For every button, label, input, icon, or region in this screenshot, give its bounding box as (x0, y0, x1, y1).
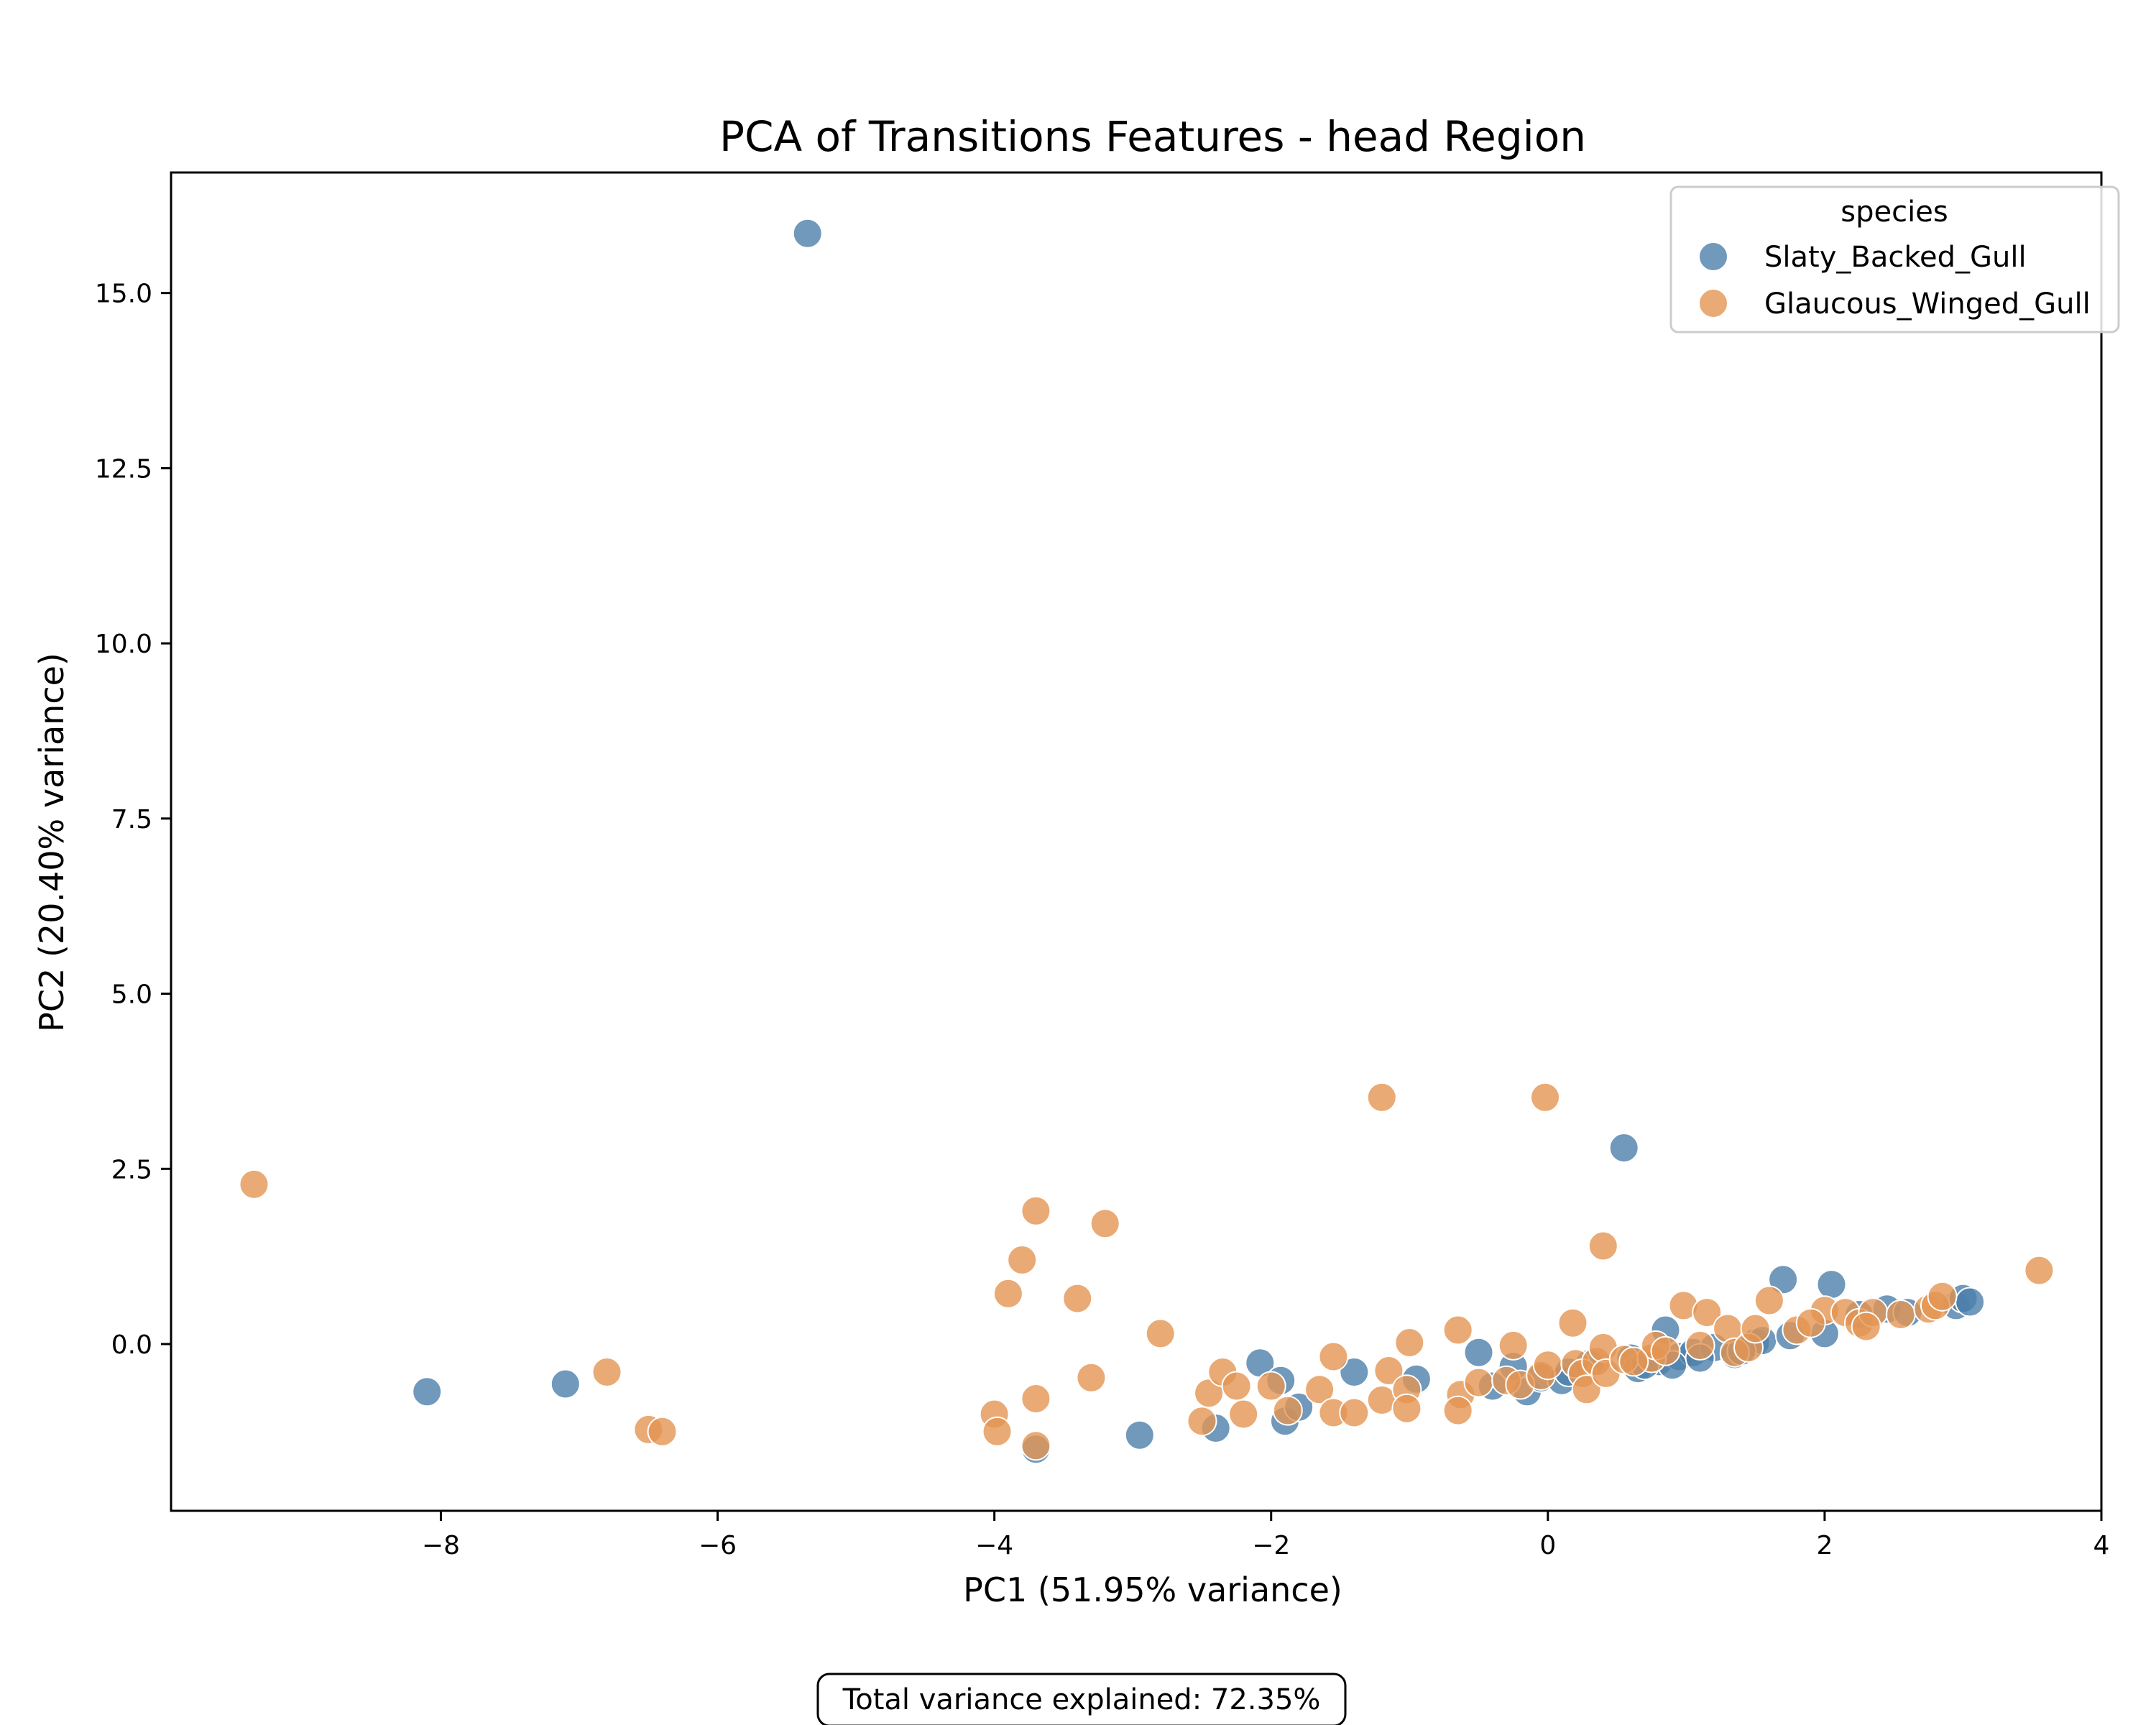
data-point-glaucous-winged-gull-41 (1532, 1350, 1563, 1381)
data-point-glaucous-winged-gull-6 (992, 1278, 1023, 1309)
y-tick-label: 12.5 (95, 454, 152, 484)
data-point-glaucous-winged-gull-9 (1021, 1384, 1051, 1414)
x-tick-label: −2 (1252, 1531, 1290, 1560)
legend-marker-slaty-backed-gull (1698, 242, 1728, 272)
y-tick-label: 2.5 (111, 1155, 152, 1184)
data-point-glaucous-winged-gull-20 (1256, 1371, 1286, 1402)
data-point-glaucous-winged-gull-73 (1795, 1307, 1826, 1338)
y-tick-label: 10.0 (95, 630, 152, 659)
data-point-glaucous-winged-gull-70 (1927, 1281, 1958, 1312)
data-point-glaucous-winged-gull-22 (1304, 1374, 1335, 1405)
data-point-glaucous-winged-gull-25 (1339, 1397, 1370, 1428)
data-point-slaty-backed-gull-12 (1463, 1337, 1494, 1368)
legend-label-slaty-backed-gull: Slaty_Backed_Gull (1764, 241, 2027, 274)
data-point-glaucous-winged-gull-1 (591, 1357, 622, 1387)
data-point-glaucous-winged-gull-55 (1685, 1330, 1715, 1361)
y-axis-label: PC2 (20.40% variance) (32, 653, 71, 1032)
data-point-slaty-backed-gull-1 (412, 1376, 443, 1407)
data-point-glaucous-winged-gull-61 (1754, 1285, 1784, 1316)
data-point-glaucous-winged-gull-23 (1318, 1341, 1349, 1372)
data-point-glaucous-winged-gull-67 (1885, 1300, 1916, 1330)
data-point-glaucous-winged-gull-34 (1442, 1395, 1473, 1426)
data-point-glaucous-winged-gull-32 (1442, 1315, 1473, 1346)
data-point-glaucous-winged-gull-26 (1366, 1082, 1397, 1113)
x-tick-label: −4 (975, 1531, 1013, 1560)
legend-box (1669, 185, 2120, 334)
data-point-glaucous-winged-gull-60 (1740, 1313, 1771, 1344)
data-point-glaucous-winged-gull-74 (1851, 1311, 1881, 1342)
data-point-glaucous-winged-gull-5 (982, 1416, 1013, 1447)
data-point-slaty-backed-gull-17 (1608, 1133, 1639, 1163)
data-point-glaucous-winged-gull-56 (1692, 1297, 1723, 1328)
x-tick-label: 4 (2093, 1531, 2110, 1560)
data-point-glaucous-winged-gull-53 (1650, 1335, 1681, 1366)
data-point-glaucous-winged-gull-0 (239, 1169, 270, 1200)
data-point-glaucous-winged-gull-11 (1062, 1283, 1093, 1314)
y-tick-label: 7.5 (111, 805, 152, 834)
data-point-glaucous-winged-gull-37 (1498, 1330, 1529, 1361)
data-point-glaucous-winged-gull-47 (1588, 1230, 1618, 1261)
data-point-glaucous-winged-gull-30 (1394, 1328, 1425, 1358)
data-point-glaucous-winged-gull-3 (647, 1416, 678, 1447)
y-axis: 0.0 2.5 5.0 7.5 10.0 12.5 15.0 (95, 280, 171, 1360)
data-point-slaty-backed-gull-10 (1339, 1357, 1370, 1387)
x-tick-label: 2 (1816, 1531, 1833, 1560)
data-point-glaucous-winged-gull-19 (1228, 1399, 1259, 1430)
data-point-glaucous-winged-gull-31 (1391, 1393, 1422, 1424)
data-point-glaucous-winged-gull-21 (1272, 1395, 1303, 1426)
data-point-glaucous-winged-gull-45 (1571, 1374, 1602, 1405)
data-point-glaucous-winged-gull-18 (1221, 1371, 1252, 1402)
data-point-glaucous-winged-gull-10 (1021, 1430, 1051, 1461)
data-point-slaty-backed-gull-0 (792, 218, 823, 249)
data-point-glaucous-winged-gull-8 (1021, 1195, 1051, 1226)
x-tick-label: −6 (699, 1531, 737, 1560)
legend-label-glaucous-winged-gull: Glaucous_Winged_Gull (1764, 288, 2091, 321)
data-point-glaucous-winged-gull-40 (1530, 1082, 1560, 1113)
legend-marker-glaucous-winged-gull (1698, 288, 1728, 318)
plot-frame (170, 171, 2103, 1512)
data-point-glaucous-winged-gull-13 (1089, 1208, 1120, 1239)
data-point-glaucous-winged-gull-72 (1618, 1346, 1649, 1377)
x-axis: −8 −6 −4 −2 0 2 4 (422, 1511, 2110, 1560)
legend: species Slaty_Backed_Gull Glaucous_Winge… (1669, 185, 2120, 334)
variance-annotation: Total variance explained: 72.35% (816, 1673, 1347, 1725)
data-point-slaty-backed-gull-4 (1124, 1420, 1155, 1450)
data-point-glaucous-winged-gull-15 (1187, 1406, 1217, 1437)
x-tick-label: 0 (1539, 1531, 1556, 1560)
data-point-glaucous-winged-gull-35 (1463, 1367, 1494, 1398)
legend-title: species (1841, 196, 1948, 229)
x-axis-label: PC1 (51.95% variance) (963, 1570, 1342, 1609)
data-point-slaty-backed-gull-28 (1768, 1264, 1799, 1295)
data-point-glaucous-winged-gull-12 (1076, 1362, 1107, 1393)
y-tick-label: 5.0 (111, 980, 152, 1010)
data-point-glaucous-winged-gull-14 (1145, 1318, 1176, 1349)
data-point-glaucous-winged-gull-71 (2024, 1255, 2055, 1286)
y-tick-label: 0.0 (111, 1330, 152, 1360)
points-layer (239, 218, 2055, 1465)
data-point-slaty-backed-gull-37 (1955, 1287, 1986, 1317)
data-point-slaty-backed-gull-31 (1816, 1269, 1847, 1300)
y-tick-label: 15.0 (95, 280, 152, 309)
chart-title: PCA of Transitions Features - head Regio… (719, 112, 1586, 161)
annotation-text: Total variance explained: 72.35% (842, 1683, 1321, 1716)
data-point-slaty-backed-gull-2 (550, 1368, 581, 1399)
data-point-glaucous-winged-gull-27 (1373, 1356, 1404, 1386)
data-point-glaucous-winged-gull-7 (1007, 1245, 1038, 1275)
annotation-box (816, 1673, 1347, 1725)
x-tick-label: −8 (422, 1531, 460, 1560)
data-point-glaucous-winged-gull-42 (1557, 1307, 1588, 1338)
